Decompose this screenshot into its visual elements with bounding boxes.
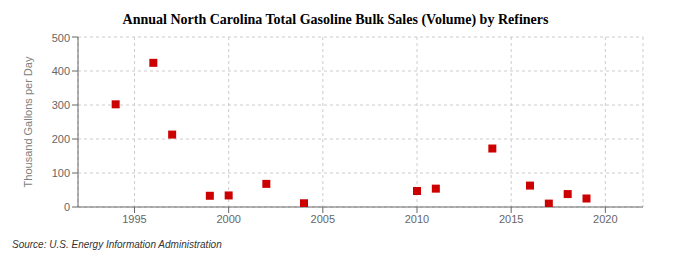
svg-text:2000: 2000	[216, 213, 240, 225]
html-text:Source: U.S. Energy Informatio: Source: U.S. Energy Information Administ…	[12, 239, 222, 250]
svg-text:Thousand Gallons per Day: Thousand Gallons per Day	[22, 56, 34, 187]
svg-text:100: 100	[52, 167, 70, 179]
html-text:Annual North Carolina Total Ga: Annual North Carolina Total Gasoline Bul…	[122, 12, 549, 27]
svg-text:200: 200	[52, 133, 70, 145]
svg-text:2010: 2010	[405, 213, 429, 225]
svg-text:2015: 2015	[499, 213, 523, 225]
svg-text:1995: 1995	[122, 213, 146, 225]
svg-text:2020: 2020	[593, 213, 617, 225]
svg-text:500: 500	[52, 32, 70, 44]
svg-text:0: 0	[64, 201, 70, 213]
svg-text:2005: 2005	[311, 213, 335, 225]
svg-text:300: 300	[52, 99, 70, 111]
svg-text:400: 400	[52, 65, 70, 77]
